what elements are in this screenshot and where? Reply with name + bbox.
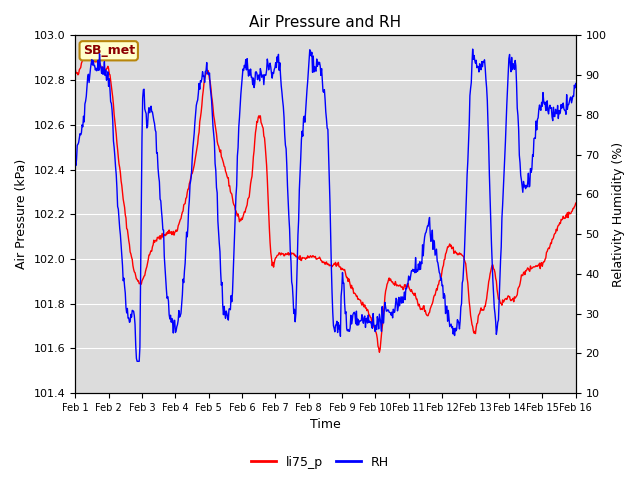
Line: li75_p: li75_p <box>75 46 576 352</box>
RH <box>81 119 88 125</box>
RH <box>184 234 191 240</box>
RH <box>133 359 141 364</box>
RH <box>71 158 79 164</box>
Title: Air Pressure and RH: Air Pressure and RH <box>250 15 401 30</box>
Y-axis label: Air Pressure (kPa): Air Pressure (kPa) <box>15 159 28 269</box>
li75_p <box>402 285 410 290</box>
li75_p <box>210 113 218 119</box>
RH <box>387 310 394 315</box>
li75_p <box>83 43 91 49</box>
li75_p <box>132 276 140 282</box>
li75_p <box>572 200 580 206</box>
RH <box>132 342 140 348</box>
X-axis label: Time: Time <box>310 419 341 432</box>
li75_p <box>81 52 88 58</box>
Legend: li75_p, RH: li75_p, RH <box>246 451 394 474</box>
li75_p <box>184 190 191 195</box>
li75_p <box>376 349 383 355</box>
RH <box>572 81 580 86</box>
li75_p <box>71 65 79 71</box>
li75_p <box>387 278 395 284</box>
Line: RH: RH <box>75 49 576 361</box>
RH <box>401 297 409 302</box>
Text: SB_met: SB_met <box>83 44 135 57</box>
RH <box>469 46 477 52</box>
RH <box>210 132 218 138</box>
Y-axis label: Relativity Humidity (%): Relativity Humidity (%) <box>612 142 625 287</box>
